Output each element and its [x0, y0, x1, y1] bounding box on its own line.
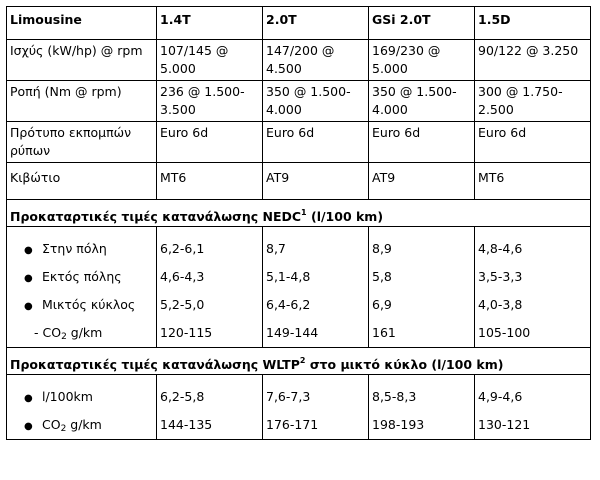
header-cell-1-5d: 1.5D: [474, 6, 591, 40]
table-cell: 169/230 @ 5.000: [368, 39, 475, 81]
list-item: Μικτός κύκλος: [42, 297, 136, 312]
nedc-col-2-0t: 8,7 5,1-4,8 6,4-6,2 149-144: [262, 226, 369, 348]
nedc-col-gsi: 8,9 5,8 6,9 161: [368, 226, 475, 348]
table-cell: 350 @ 1.500-4.000: [368, 80, 475, 122]
table-cell: 300 @ 1.750-2.500: [474, 80, 591, 122]
table-cell: 147/200 @ 4.500: [262, 39, 369, 81]
table-cell: 149-144: [266, 325, 319, 340]
table-cell: 4,6-4,3: [160, 269, 205, 284]
list-item: CO: [42, 417, 61, 432]
section-row-wltp: Προκαταρτικές τιμές κατανάλωσης WLTP2 στ…: [6, 347, 591, 375]
table-cell: 7,6-7,3: [266, 389, 311, 404]
table-row-gearbox: Κιβώτιο MT6 AT9 AT9 MT6: [6, 162, 591, 200]
table-cell: 105-100: [478, 325, 531, 340]
row-label: Κιβώτιο: [6, 162, 157, 200]
table-cell: 8,9: [372, 241, 392, 256]
header-cell-gsi: GSi 2.0T: [368, 6, 475, 40]
table-cell: AT9: [368, 162, 475, 200]
table-cell: AT9: [262, 162, 369, 200]
wltp-unit: στο μικτό κύκλο (l/100 km): [309, 357, 504, 372]
wltp-labels-cell: ● l/100km ● CO2 g/km: [6, 374, 157, 440]
table-cell: 144-135: [160, 417, 213, 432]
wltp-col-2-0t: 7,6-7,3 176-171: [262, 374, 369, 440]
wltp-col-gsi: 8,5-8,3 198-193: [368, 374, 475, 440]
subscript: 2: [61, 332, 67, 342]
table-row-wltp-values: ● l/100km ● CO2 g/km 6,2-5,8 144-135 7,6-7…: [6, 374, 591, 440]
nedc-title: Προκαταρτικές τιμές κατανάλωσης NEDC: [10, 209, 302, 224]
table-cell: 236 @ 1.500-3.500: [156, 80, 263, 122]
table-cell: 130-121: [478, 417, 531, 432]
list-item: g/km: [66, 417, 102, 432]
nedc-col-1-5d: 4,8-4,6 3,5-3,3 4,0-3,8 105-100: [474, 226, 591, 348]
wltp-title: Προκαταρτικές τιμές κατανάλωσης WLTP: [10, 357, 300, 372]
table-cell: 6,9: [372, 297, 392, 312]
section-title-nedc: Προκαταρτικές τιμές κατανάλωσης NEDC1 (l…: [6, 199, 591, 227]
table-cell: Euro 6d: [156, 121, 263, 163]
table-row-torque: Ροπή (Nm @ rpm) 236 @ 1.500-3.500 350 @ …: [6, 80, 591, 122]
table-cell: 90/122 @ 3.250: [474, 39, 591, 81]
table-cell: 4,9-4,6: [478, 389, 523, 404]
wltp-col-1-4t: 6,2-5,8 144-135: [156, 374, 263, 440]
footnote-marker: 2: [299, 356, 306, 365]
header-cell-1-4t: 1.4T: [156, 6, 263, 40]
nedc-col-1-4t: 6,2-6,1 4,6-4,3 5,2-5,0 120-115: [156, 226, 263, 348]
footnote-marker: 1: [301, 208, 307, 217]
table-cell: 4,0-3,8: [478, 297, 523, 312]
bullet-icon: ●: [24, 273, 33, 284]
table-cell: Euro 6d: [368, 121, 475, 163]
table-cell: 5,2-5,0: [160, 297, 205, 312]
table-cell: Euro 6d: [262, 121, 369, 163]
list-item: Στην πόλη: [42, 241, 107, 256]
header-cell-2-0t: 2.0T: [262, 6, 369, 40]
bullet-icon: ●: [24, 301, 33, 312]
table-cell: 8,7: [266, 241, 286, 256]
nedc-unit: (l/100 km): [310, 209, 384, 224]
list-item: l/100km: [42, 389, 93, 404]
table-row-nedc-values: ● Στην πόλη ● Εκτός πόλης ● Μικτός κύκλος -…: [6, 226, 591, 348]
table-cell: 6,4-6,2: [266, 297, 311, 312]
subscript: 2: [60, 424, 67, 434]
table-cell: 107/145 @ 5.000: [156, 39, 263, 81]
row-label: Ροπή (Nm @ rpm): [6, 80, 157, 122]
spec-table: Limousine 1.4T 2.0T GSi 2.0T 1.5D Ισχύς …: [6, 6, 591, 440]
table-cell: 350 @ 1.500-4.000: [262, 80, 369, 122]
table-cell: 6,2-5,8: [160, 389, 205, 404]
table-cell: 176-171: [266, 417, 319, 432]
table-cell: MT6: [156, 162, 263, 200]
table-cell: 198-193: [372, 417, 425, 432]
section-row-nedc: Προκαταρτικές τιμές κατανάλωσης NEDC1 (l…: [6, 199, 591, 227]
row-label: Πρότυπο εκπομπών ρύπων: [6, 121, 157, 163]
table-cell: 120-115: [160, 325, 213, 340]
header-row: Limousine 1.4T 2.0T GSi 2.0T 1.5D: [6, 6, 591, 40]
wltp-col-1-5d: 4,9-4,6 130-121: [474, 374, 591, 440]
table-row-emissions: Πρότυπο εκπομπών ρύπων Euro 6d Euro 6d E…: [6, 121, 591, 163]
table-row-power: Ισχύς (kW/hp) @ rpm 107/145 @ 5.000 147/…: [6, 39, 591, 81]
table-cell: 5,8: [372, 269, 392, 284]
table-cell: 4,8-4,6: [478, 241, 523, 256]
list-item: - CO: [34, 325, 62, 340]
table-cell: 161: [372, 325, 396, 340]
bullet-icon: ●: [24, 393, 33, 404]
list-item: g/km: [66, 325, 103, 340]
bullet-icon: ●: [24, 245, 33, 256]
table-cell: MT6: [474, 162, 591, 200]
table-cell: 6,2-6,1: [160, 241, 205, 256]
list-item: Εκτός πόλης: [42, 269, 122, 284]
section-title-wltp: Προκαταρτικές τιμές κατανάλωσης WLTP2 στ…: [6, 347, 591, 375]
table-cell: 8,5-8,3: [372, 389, 417, 404]
row-label: Ισχύς (kW/hp) @ rpm: [6, 39, 157, 81]
table-cell: 5,1-4,8: [266, 269, 311, 284]
nedc-labels-cell: ● Στην πόλη ● Εκτός πόλης ● Μικτός κύκλος -…: [6, 226, 157, 348]
table-cell: Euro 6d: [474, 121, 591, 163]
header-cell-model: Limousine: [6, 6, 157, 40]
table-cell: 3,5-3,3: [478, 269, 523, 284]
bullet-icon: ●: [24, 421, 33, 432]
